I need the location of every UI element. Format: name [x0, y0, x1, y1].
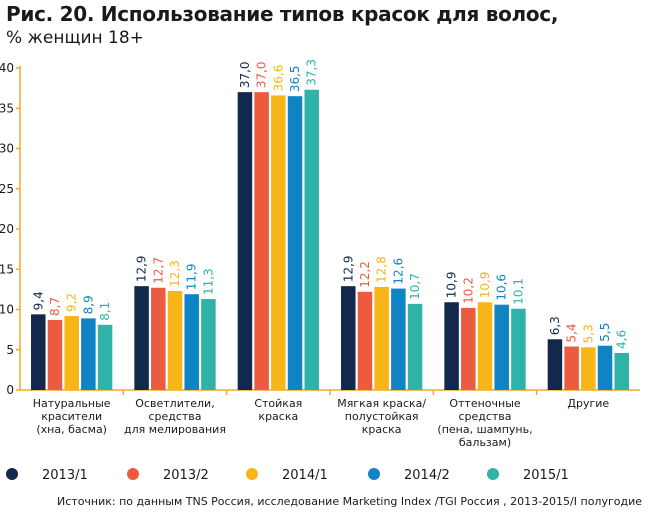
bar [511, 308, 526, 390]
bar [237, 92, 253, 391]
data-label: 36,6 [271, 65, 285, 92]
data-label: 8,1 [98, 302, 112, 321]
bar [564, 346, 579, 390]
bar [47, 319, 63, 390]
legend-marker [487, 468, 499, 480]
source-note: Источник: по данным TNS Россия, исследов… [57, 495, 642, 508]
legend-label: 2015/1 [523, 468, 569, 483]
category-label: Оттеночные [449, 397, 521, 410]
data-label: 11,3 [201, 268, 215, 295]
data-label: 12,6 [391, 258, 405, 285]
bar [167, 290, 183, 390]
bar [271, 95, 286, 391]
category-label: средства [148, 410, 201, 423]
chart-subtitle: % женщин 18+ [6, 28, 144, 48]
legend-label: 2014/1 [282, 468, 328, 483]
bar [444, 302, 459, 390]
category-label: краска [362, 423, 402, 436]
data-label: 4,6 [615, 330, 629, 349]
data-label: 10,6 [495, 274, 509, 301]
category-label: (пена, шампунь, [437, 423, 532, 436]
category-label: Стойкая [254, 397, 302, 410]
category-label: полустойкая [345, 410, 419, 423]
data-label: 5,5 [598, 323, 612, 342]
legend-marker [368, 468, 380, 480]
category-label: бальзам) [459, 436, 511, 449]
data-label: 5,4 [565, 323, 579, 342]
legend-marker [127, 468, 139, 480]
category-label: средства [458, 410, 511, 423]
bar [407, 303, 423, 390]
y-tick-label: 35 [0, 101, 14, 115]
category-label: Мягкая краска/ [337, 397, 426, 410]
data-label: 10,7 [408, 273, 422, 300]
category-label: (хна, басма) [36, 423, 107, 436]
data-label: 10,9 [445, 272, 459, 299]
bar [461, 307, 476, 390]
data-label: 36,5 [288, 65, 302, 92]
data-label: 37,3 [305, 59, 319, 86]
bar [581, 347, 596, 390]
bar [287, 96, 303, 391]
category-label: Другие [567, 397, 609, 410]
bar [97, 324, 113, 390]
data-label: 10,9 [478, 272, 492, 299]
chart-title: Рис. 20. Использование типов красок для … [6, 2, 559, 26]
category-label: красители [41, 410, 102, 423]
bar [64, 315, 79, 390]
y-tick-label: 40 [0, 61, 14, 75]
y-tick-label: 5 [6, 343, 14, 357]
bar [597, 345, 613, 390]
bar [134, 286, 149, 390]
data-label: 12,9 [135, 255, 149, 282]
bar [477, 302, 493, 390]
data-label: 8,7 [48, 297, 62, 316]
bar [184, 294, 199, 390]
data-label: 12,7 [151, 257, 165, 284]
bar [254, 92, 269, 391]
bar [31, 314, 46, 390]
legend-label: 2013/1 [42, 468, 88, 483]
bar [201, 299, 216, 390]
data-label: 10,2 [461, 277, 475, 304]
data-label: 37,0 [238, 61, 252, 88]
y-tick-label: 10 [0, 303, 14, 317]
bar [614, 352, 629, 390]
category-label: для мелирования [124, 423, 226, 436]
bar [374, 286, 389, 390]
y-tick-label: 15 [0, 262, 14, 276]
category-label: Осветлители, [135, 397, 214, 410]
y-tick-label: 25 [0, 182, 14, 196]
legend-label: 2014/2 [404, 468, 450, 483]
data-label: 8,9 [81, 295, 95, 314]
legend-marker [6, 468, 18, 480]
data-label: 10,1 [511, 278, 525, 305]
y-tick-label: 0 [6, 383, 14, 397]
y-tick-label: 30 [0, 142, 14, 156]
category-label: Натуральные [33, 397, 111, 410]
data-label: 11,9 [185, 263, 199, 290]
bar [547, 339, 563, 390]
data-label: 12,2 [358, 261, 372, 288]
category-label: краска [258, 410, 298, 423]
data-label: 12,8 [375, 256, 389, 283]
data-label: 12,3 [168, 260, 182, 287]
bar [357, 291, 373, 390]
bar [304, 89, 319, 391]
data-label: 9,2 [65, 293, 79, 312]
legend-label: 2013/2 [163, 468, 209, 483]
data-label: 9,4 [31, 291, 45, 310]
bar [81, 318, 96, 390]
bar [494, 304, 509, 390]
data-label: 5,3 [581, 324, 595, 343]
bar [151, 287, 166, 390]
data-label: 6,3 [548, 316, 562, 335]
y-tick-label: 20 [0, 222, 14, 236]
data-label: 12,9 [341, 255, 355, 282]
legend-marker [246, 468, 258, 480]
bar [391, 288, 406, 390]
data-label: 37,0 [255, 61, 269, 88]
bar [341, 286, 356, 390]
